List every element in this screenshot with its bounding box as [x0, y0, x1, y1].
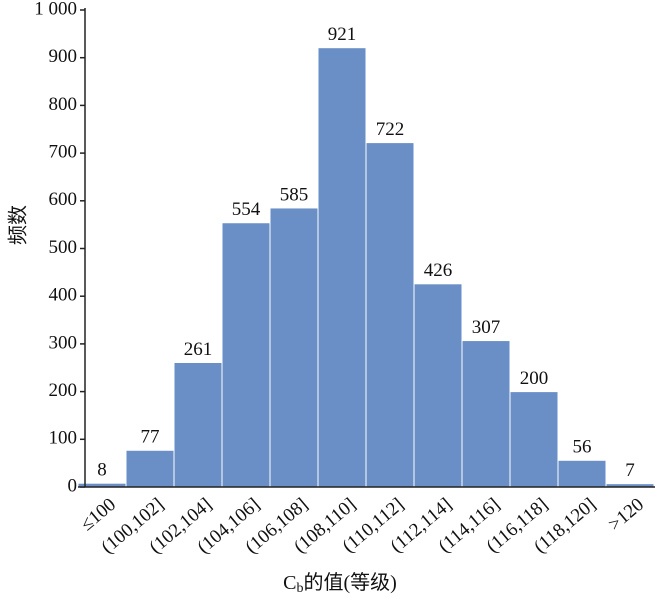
bar — [413, 283, 463, 488]
x-label-part: 的值(等级) — [304, 571, 397, 594]
data-label: 307 — [472, 317, 501, 338]
data-label: 77 — [141, 427, 160, 448]
y-tick-label: 1 000 — [34, 0, 77, 19]
bar — [317, 47, 367, 488]
bar — [125, 449, 175, 488]
data-label: 8 — [97, 460, 107, 481]
y-tick-label: 300 — [49, 332, 78, 353]
x-label-part: C — [283, 572, 296, 594]
bar — [461, 340, 511, 488]
y-tick-label: 600 — [49, 189, 78, 210]
data-label: 200 — [520, 368, 549, 389]
y-tick-label: 900 — [49, 46, 78, 67]
data-label: 921 — [328, 24, 357, 45]
bar — [173, 362, 223, 488]
bar — [509, 391, 559, 488]
data-label: 7 — [625, 460, 635, 481]
x-axis-label: Cb的值(等级) — [283, 571, 397, 597]
bar — [269, 207, 319, 488]
y-tick-label: 500 — [49, 237, 78, 258]
y-axis-label: 频数 — [7, 205, 30, 245]
bar — [557, 459, 607, 488]
x-label-sub: b — [297, 581, 304, 596]
data-label: 585 — [280, 184, 309, 205]
y-tick-label: 100 — [49, 428, 78, 449]
y-tick-label: 200 — [49, 380, 78, 401]
data-label: 426 — [424, 260, 453, 281]
y-tick-label: 700 — [49, 141, 78, 162]
bar — [221, 222, 271, 488]
y-tick-label: 800 — [49, 94, 78, 115]
data-label: 56 — [573, 437, 592, 458]
bar — [365, 142, 415, 488]
y-tick-label: 0 — [68, 475, 78, 496]
data-label: 261 — [184, 339, 213, 360]
x-tick-label: >120 — [604, 494, 648, 535]
y-tick-label: 400 — [49, 285, 78, 306]
data-label: 554 — [232, 199, 261, 220]
data-label: 722 — [376, 119, 405, 140]
